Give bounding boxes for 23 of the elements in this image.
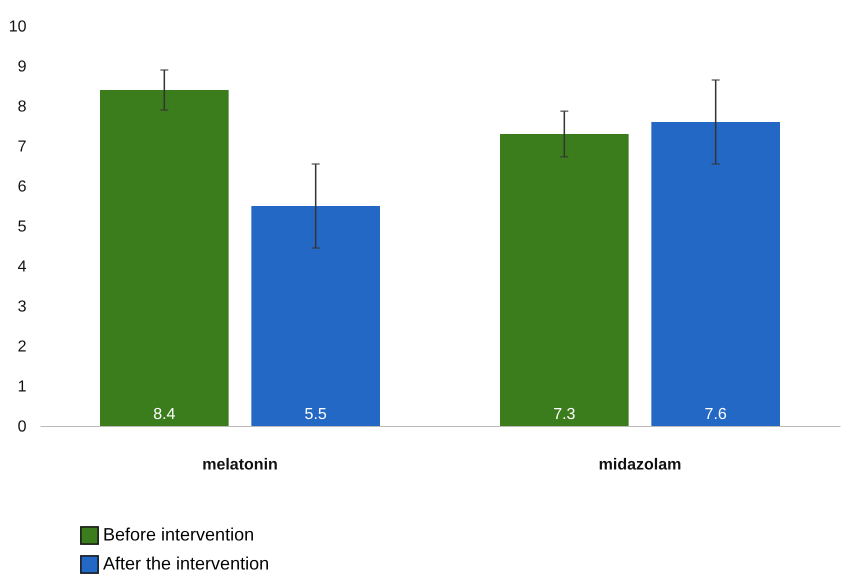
bar (651, 122, 780, 426)
data-label: 7.3 (553, 406, 576, 423)
data-label: 5.5 (304, 406, 327, 423)
y-tick-label: 5 (18, 218, 27, 236)
y-tick-label: 2 (18, 338, 27, 356)
y-tick-label: 3 (18, 298, 27, 316)
legend-label: Before intervention (103, 524, 254, 544)
y-tick-label: 10 (8, 18, 27, 36)
legend-label: After the intervention (103, 554, 270, 574)
y-tick-label: 9 (18, 58, 27, 76)
x-tick-label: melatonin (202, 456, 278, 474)
y-tick-label: 6 (18, 178, 27, 196)
y-tick-label: 7 (18, 138, 27, 156)
data-label: 8.4 (153, 406, 176, 423)
bar (500, 134, 629, 426)
y-tick-label: 4 (18, 258, 27, 276)
bar (100, 90, 229, 426)
data-label: 7.6 (704, 406, 727, 423)
y-tick-label: 0 (18, 418, 27, 436)
y-tick-label: 1 (18, 378, 27, 396)
bar (251, 206, 380, 426)
x-tick-label: midazolam (598, 456, 682, 474)
y-tick-label: 8 (18, 98, 27, 116)
